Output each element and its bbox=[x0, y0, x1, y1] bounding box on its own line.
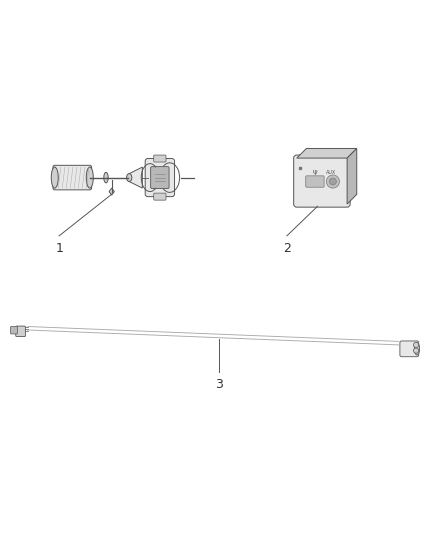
Circle shape bbox=[326, 175, 339, 188]
Circle shape bbox=[413, 348, 419, 353]
Text: 3: 3 bbox=[215, 378, 223, 391]
Ellipse shape bbox=[86, 167, 93, 188]
Polygon shape bbox=[297, 149, 357, 158]
FancyBboxPatch shape bbox=[400, 341, 419, 357]
FancyBboxPatch shape bbox=[154, 193, 166, 200]
Ellipse shape bbox=[127, 174, 132, 182]
Text: AUX: AUX bbox=[326, 170, 337, 175]
Polygon shape bbox=[347, 149, 357, 204]
Polygon shape bbox=[129, 167, 142, 188]
Ellipse shape bbox=[414, 343, 420, 355]
Polygon shape bbox=[109, 188, 114, 195]
FancyBboxPatch shape bbox=[154, 155, 166, 162]
FancyBboxPatch shape bbox=[306, 176, 324, 187]
Circle shape bbox=[413, 342, 419, 348]
FancyBboxPatch shape bbox=[11, 327, 18, 334]
Text: ψ: ψ bbox=[313, 169, 318, 175]
FancyBboxPatch shape bbox=[293, 155, 350, 207]
FancyBboxPatch shape bbox=[16, 326, 25, 336]
Ellipse shape bbox=[51, 167, 58, 188]
Circle shape bbox=[329, 178, 336, 185]
Text: 1: 1 bbox=[55, 243, 63, 255]
Ellipse shape bbox=[104, 172, 108, 183]
FancyBboxPatch shape bbox=[145, 158, 174, 197]
FancyBboxPatch shape bbox=[53, 165, 92, 190]
FancyBboxPatch shape bbox=[151, 167, 169, 189]
Text: 2: 2 bbox=[283, 243, 291, 255]
